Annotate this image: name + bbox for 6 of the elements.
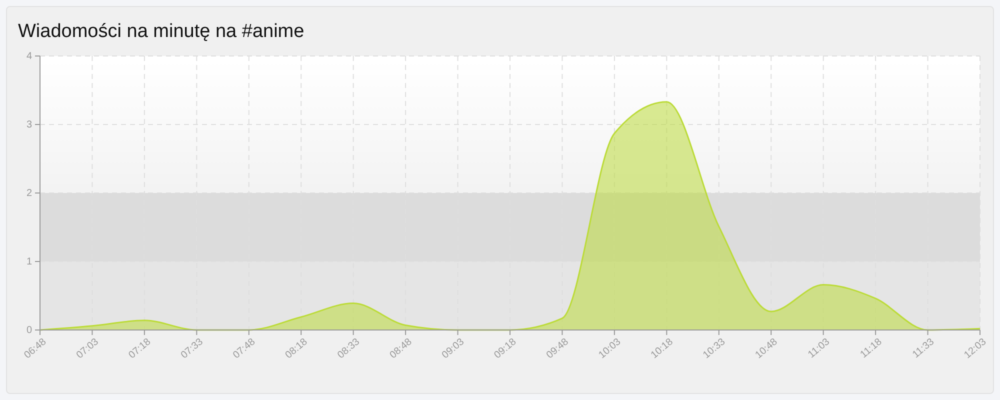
y-tick-label: 0 <box>26 325 32 336</box>
chart-title: Wiadomości na minutę na #anime <box>18 21 304 42</box>
y-tick-label: 3 <box>26 120 32 131</box>
y-tick-label: 2 <box>26 188 32 200</box>
y-tick-label: 1 <box>26 256 32 268</box>
y-tick-label: 4 <box>26 51 32 62</box>
